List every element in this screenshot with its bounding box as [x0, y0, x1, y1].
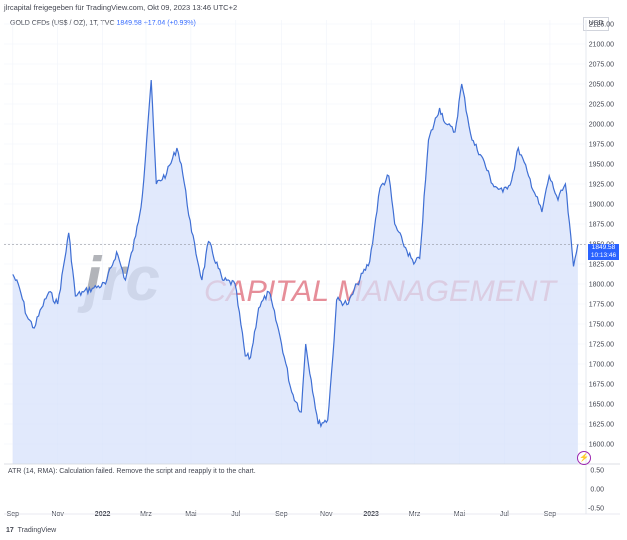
atr-tick-label: 0.00 — [590, 487, 604, 494]
price-tick-label: 2000.00 — [589, 122, 614, 129]
time-tick-label: Mai — [454, 511, 466, 518]
price-tick-label: 2025.00 — [589, 102, 614, 109]
time-tick-label: Sep — [544, 511, 557, 518]
price-tick-label: 1700.00 — [589, 362, 614, 369]
time-tick-label: Mrz — [140, 511, 152, 518]
price-tick-label: 2100.00 — [589, 42, 614, 49]
time-tick-label: Jul — [231, 511, 240, 518]
lightning-icon[interactable]: ⚡ — [577, 451, 591, 465]
atr-tick-label: 0.50 — [590, 468, 604, 475]
time-axis: Sep Nov 2022 Mrz Mai Jul Sep Nov 2023 Mrz Mai Jul Se… — [7, 511, 557, 518]
price-tick-label: 1625.00 — [589, 422, 614, 429]
legend-price: 1849.58 — [116, 20, 142, 27]
tradingview-brand-text: TradingView — [17, 527, 57, 534]
atr-indicator-label[interactable]: ATR (14, RMA): Calculation failed. Remov… — [8, 468, 256, 475]
atr-axis: 0.50 0.00 -0.50 — [588, 468, 604, 513]
price-tick-label: 1775.00 — [589, 302, 614, 309]
price-tick-label: 1750.00 — [589, 322, 614, 329]
price-tick-label: 1875.00 — [589, 222, 614, 229]
price-tag-value: 1849.58 — [591, 244, 616, 251]
time-tick-label: Mai — [185, 511, 197, 518]
tradingview-footer[interactable]: 17 TradingView — [6, 527, 56, 534]
price-tick-label: 2050.00 — [589, 82, 614, 89]
price-tick-label: 1650.00 — [589, 402, 614, 409]
price-tick-label: 1975.00 — [589, 142, 614, 149]
tradingview-logo-icon: 17 — [6, 527, 14, 534]
price-tick-label: 1825.00 — [589, 262, 614, 269]
price-line — [12, 79, 579, 429]
time-tick-label: Jul — [500, 511, 509, 518]
price-tick-label: 2075.00 — [589, 62, 614, 69]
price-tick-label: 1600.00 — [589, 442, 614, 449]
time-tick-label: Sep — [7, 511, 20, 518]
price-area-fill — [12, 80, 578, 464]
price-tick-label: 1925.00 — [589, 182, 614, 189]
time-tick-label: Mrz — [409, 511, 421, 518]
time-tick-label: Nov — [320, 511, 333, 518]
price-tick-label: 1900.00 — [589, 202, 614, 209]
time-tick-label: Nov — [51, 511, 64, 518]
price-tick-label: 1800.00 — [589, 282, 614, 289]
time-tick-label: 2022 — [95, 511, 111, 518]
legend-change: +17.04 (+0.93%) — [143, 20, 196, 27]
symbol-name: GOLD CFDs (US$ / OZ), 1T, TVC — [10, 20, 115, 27]
price-tick-label: 1950.00 — [589, 162, 614, 169]
symbol-legend[interactable]: GOLD CFDs (US$ / OZ), 1T, TVC 1849.58 +1… — [10, 20, 196, 27]
price-tick-label: 1725.00 — [589, 342, 614, 349]
price-tag-countdown: 10:13:46 — [590, 252, 617, 259]
atr-tick-label: -0.50 — [588, 506, 604, 513]
price-tick-label: 2125.00 — [589, 22, 614, 29]
price-axis: 2125.00 2100.00 2075.00 2050.00 2025.00 2000.… — [589, 22, 614, 449]
time-tick-label: Sep — [275, 511, 288, 518]
time-tick-label: 2023 — [363, 511, 379, 518]
published-by-text: jlrcapital freigegeben für TradingView.c… — [4, 3, 238, 12]
price-tick-label: 1675.00 — [589, 382, 614, 389]
current-price-tag: 1849.58 10:13:46 — [588, 244, 619, 260]
